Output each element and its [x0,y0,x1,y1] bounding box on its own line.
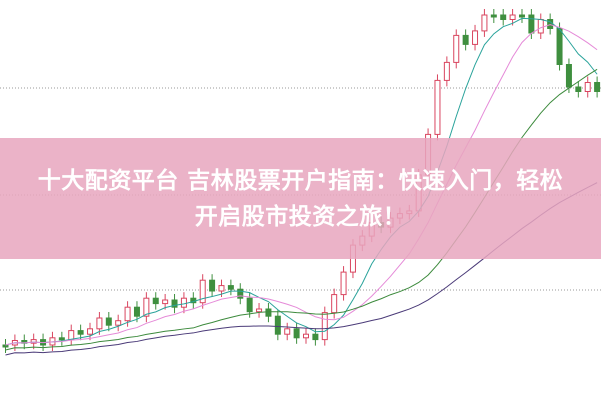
candle-body [453,34,460,63]
candle-body [340,271,347,296]
candle-body [68,330,75,341]
candle-body [331,294,338,314]
moving-average-line-10 [5,24,598,346]
candle-body [490,14,497,18]
candle-body [87,328,94,335]
candle-body [180,297,187,308]
candle-body [162,299,169,305]
article-title-line2: 开启股市投资之旅！ [194,203,407,230]
candle-body [256,308,263,313]
candle-body [462,34,469,45]
candle-body [124,306,131,322]
candle-body [537,19,544,34]
candle-body [77,330,84,335]
candle-body [518,14,525,18]
candle-body [58,337,65,341]
candle-body [321,312,328,341]
candle-body [556,28,563,65]
candle-body [274,315,281,335]
candle-body [575,86,582,92]
candle-body [96,317,103,330]
candle-body [303,333,309,339]
candle-body [171,299,178,308]
candle-body [500,14,507,20]
candle-body [227,285,234,290]
candle-body [152,297,159,305]
candle-body [115,320,122,326]
candle-body [472,30,479,45]
candle-body [481,14,488,32]
candle-body [199,279,206,304]
candle-body [265,308,272,317]
candle-body [293,328,300,339]
candle-body [434,79,441,135]
candle-body [509,14,516,20]
candle-body [443,61,450,81]
title-banner: 十大配资平台 吉林股票开户指南：快速入门，轻松 开启股市投资之旅！ [0,138,601,259]
candle-body [237,288,244,299]
candle-body [246,297,253,313]
candle-body [584,82,591,92]
candle-body [594,82,601,92]
candle-body [30,339,37,344]
moving-average-line-5 [5,17,598,346]
candle-body [133,306,140,317]
candle-body [528,14,535,34]
candle-body [209,279,216,292]
candle-body [284,328,291,335]
candle-body [218,285,225,292]
candle-body [143,297,150,317]
article-title-line1: 十大配资平台 吉林股票开户指南：快速入门，轻松 [37,167,564,194]
candle-body [565,64,572,88]
candle-body [105,317,112,326]
candle-body [2,344,9,348]
candle-body [312,333,319,341]
